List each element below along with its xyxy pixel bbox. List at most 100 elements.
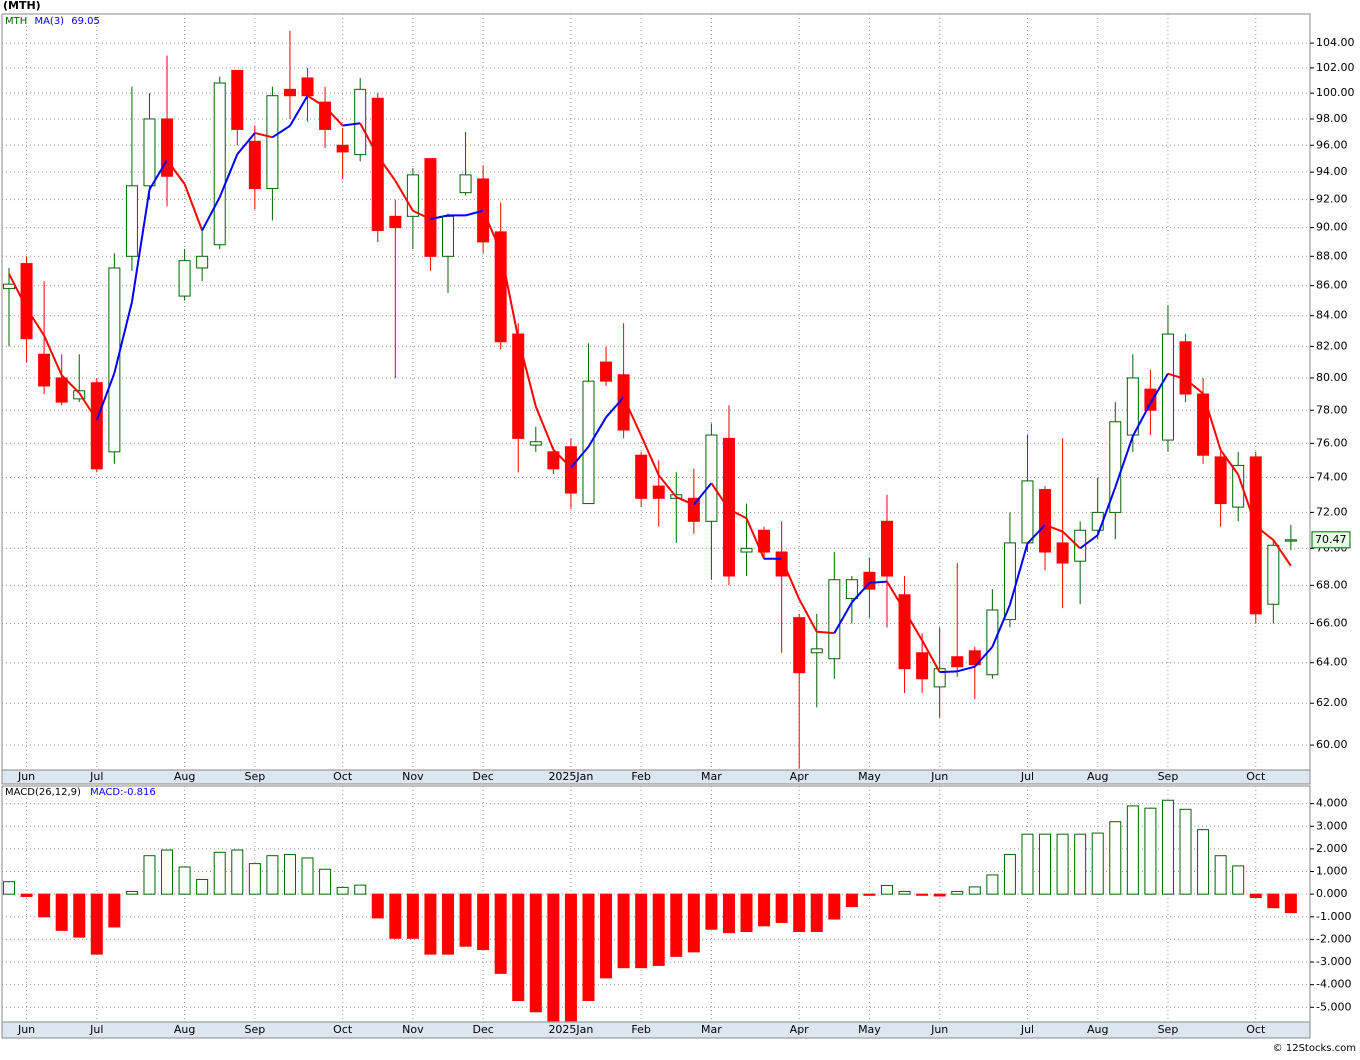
ma-segment [1044,523,1063,533]
macd-bar [1091,832,1104,895]
macd-bar [283,854,296,895]
ma-segment [587,416,607,448]
x-tick-label: Oct [1246,770,1266,783]
candle-body [38,353,51,387]
macd-bar [424,893,437,955]
ma-segment [201,196,221,231]
ma-segment [939,670,958,674]
x-tick-label: Jun [930,770,948,783]
candle-body [600,361,613,382]
candle-body [1267,544,1280,605]
macd-bar [1161,799,1174,895]
macd-bar [143,855,156,895]
macd-bar [529,893,542,1013]
macd-bar [1179,808,1192,895]
candle-body [1109,421,1122,513]
x-tick-label: Oct [333,1023,353,1036]
ma-segment [640,435,660,476]
ma-segment [1026,524,1046,545]
macd-bar [3,881,15,895]
macd-bar [828,893,841,920]
x-tick-label: Sep [1158,1023,1179,1036]
macd-bar [20,893,33,897]
macd-bar [406,893,419,939]
macd-bar [512,893,525,1002]
candle-body [73,390,86,400]
candle-body [336,144,349,153]
y-tick-label: -4.000 [1316,978,1351,991]
ma-segment [903,610,923,641]
candle-body [916,652,929,680]
x-tick-label: May [858,1023,881,1036]
ma-segment [1272,539,1292,567]
ma-name: MA(3) [34,16,64,27]
candle-body [1249,456,1262,615]
candle-body [863,571,876,590]
candle-body [161,118,174,177]
macd-bar [670,893,683,957]
macd-bar [1144,807,1157,895]
x-tick-label: May [858,770,881,783]
y-tick-label: 88.00 [1316,249,1348,262]
macd-bar [55,893,68,931]
candle-body [1003,542,1016,621]
candle-body [1232,464,1245,508]
candle-body [758,529,771,553]
candle-body [1056,542,1069,564]
macd-bar [1021,833,1034,895]
candle-body [740,547,753,553]
ma-segment [254,131,273,139]
x-tick-label: Jun [17,1023,35,1036]
ma-segment [113,301,133,374]
x-tick-label: Feb [631,1023,650,1036]
ma-segment [517,337,537,407]
candle-body [178,260,191,297]
ma-segment [570,446,590,469]
candle-body [1214,456,1227,505]
x-tick-label: Jun [930,1023,948,1036]
macd-bar [775,893,788,923]
candle-body [687,497,700,522]
macd-last: -0.816 [124,787,156,798]
candle-body [547,451,560,470]
candle-body [705,434,718,522]
candle-body [1284,539,1297,542]
ma-segment [921,639,941,673]
macd-legend: MACD(26,12,9) MACD:-0.816 [5,787,156,798]
x-tick-label: Aug [1087,1023,1108,1036]
ma-segment [166,159,186,185]
macd-bar [652,893,665,966]
macd-bar [38,893,51,918]
macd-bar [1003,854,1016,895]
ma-segment [710,482,730,510]
ma-segment [675,496,695,506]
macd-bar [231,849,244,895]
macd-bar [248,863,261,895]
ma-segment [886,581,906,612]
macd-caption: MACD: [90,787,123,798]
x-tick-label: Nov [402,770,424,783]
macd-bar [547,893,560,1022]
ma-segment [43,335,63,376]
x-tick-label: Oct [1246,1023,1266,1036]
macd-bar [968,886,981,895]
candle-body [196,255,209,269]
candle-body [55,377,68,403]
y-tick-label: 102.00 [1316,61,1355,74]
chart-title: (MTH) [3,0,41,12]
macd-bar [758,893,771,927]
x-tick-label: Jul [89,770,103,783]
x-tick-label: 2025Jan [548,770,593,783]
candle-body [933,668,946,688]
x-tick-label: Jul [89,1023,103,1036]
legend: MTH MA(3) 69.05 [5,16,100,27]
ma-last: 69.05 [71,16,100,27]
macd-bar [301,857,314,895]
ma-segment [780,558,801,600]
ma-segment [8,273,28,309]
candle-body [1161,333,1174,441]
candle-body [722,437,735,577]
x-tick-label: Sep [244,770,265,783]
ma-segment [728,508,747,520]
